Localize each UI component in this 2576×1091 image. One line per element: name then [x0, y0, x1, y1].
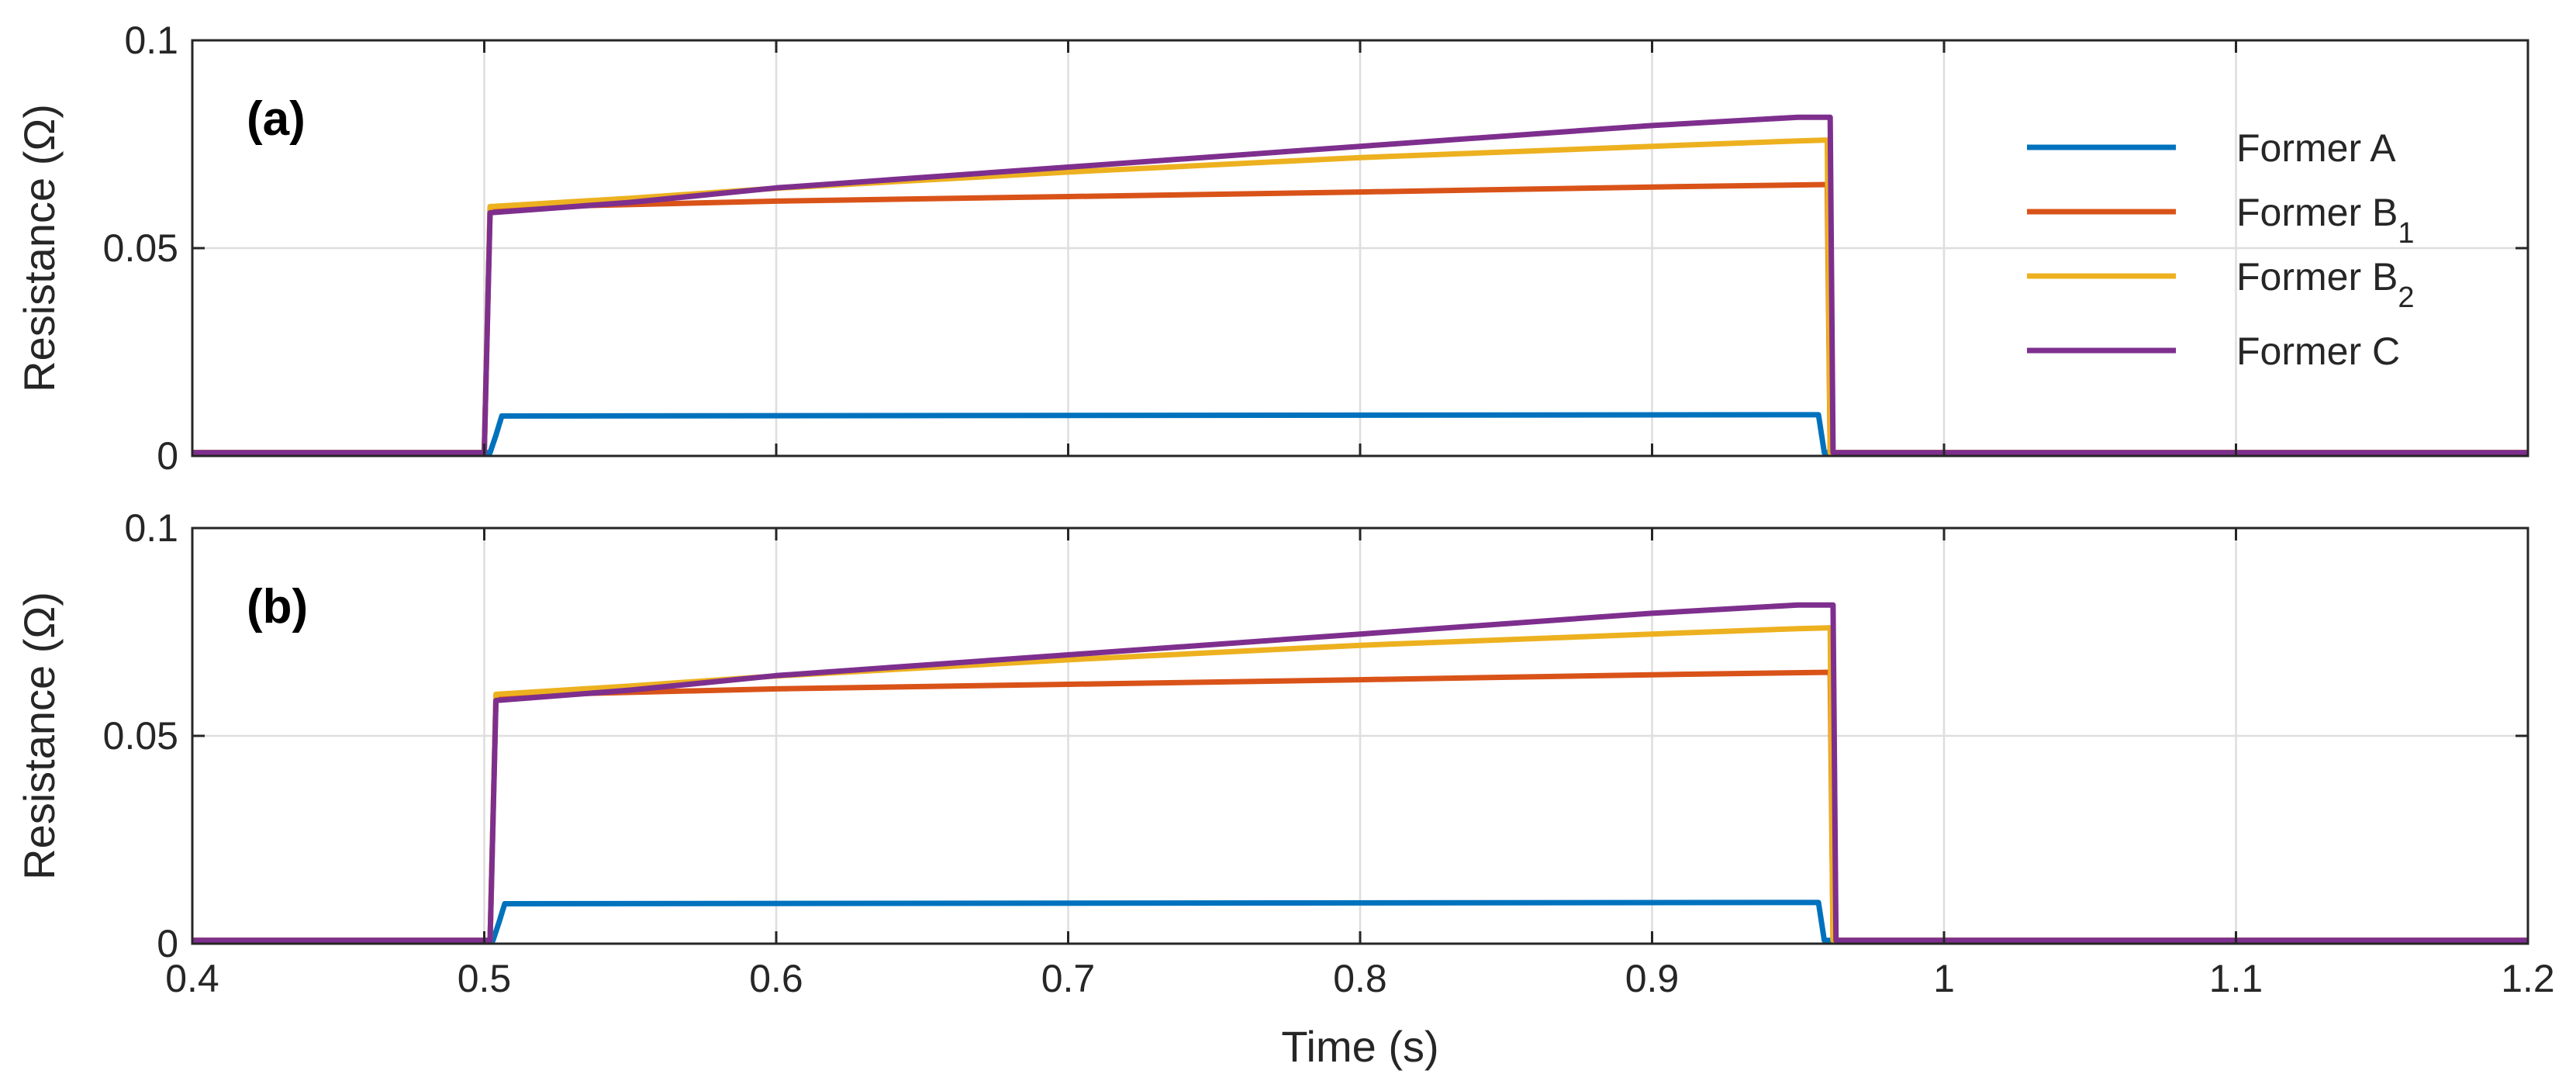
y-tick-label: 0.1: [124, 506, 178, 550]
x-tick-label: 0.7: [1041, 957, 1096, 1000]
legend-label: Former C: [2236, 330, 2400, 373]
legend-label: Former B2: [2236, 255, 2415, 314]
x-tick-label: 1.1: [2209, 957, 2263, 1000]
legend-label-subscript: 2: [2398, 281, 2414, 314]
y-axis-title: Resistance (Ω): [15, 592, 64, 880]
x-axis-title: Time (s): [1281, 1022, 1438, 1071]
legend-label-subscript: 1: [2398, 217, 2414, 250]
y-tick-label: 0.05: [103, 714, 178, 758]
x-tick-label: 1: [1933, 957, 1955, 1000]
x-tick-label: 0.9: [1625, 957, 1680, 1000]
y-axis-title: Resistance (Ω): [15, 104, 64, 392]
legend-label-text: Former C: [2236, 330, 2400, 373]
legend-label: Former A: [2236, 126, 2396, 170]
x-tick-label: 0.8: [1333, 957, 1387, 1000]
series-line-former-a: [192, 899, 2528, 944]
legend-label-text: Former A: [2236, 126, 2396, 170]
panel-label: (b): [247, 580, 308, 634]
x-tick-label: 1.2: [2501, 957, 2555, 1000]
x-tick-label: 0.5: [458, 957, 512, 1000]
chart-panel-b: 0.4 0.5 0.6 0.7 0.8 0.9 1 1.1 1.2 0 0.05 0.1 Resista…: [15, 506, 2555, 1071]
panel-label: (a): [247, 92, 306, 146]
series-line-former-c: [192, 114, 2528, 456]
legend-label-text: Former B: [2236, 191, 2398, 234]
y-tick-label: 0.05: [103, 226, 178, 270]
legend-label-text: Former B: [2236, 255, 2398, 299]
series-line-former-c: [192, 602, 2528, 944]
y-tick-label: 0: [157, 434, 178, 478]
legend-label: Former B1: [2236, 191, 2415, 250]
x-tick-label: 0.6: [749, 957, 803, 1000]
chart-panel-a: 0 0.05 0.1 Resistance (Ω) (a) Former A Former …: [15, 19, 2529, 478]
series-line-former-a: [192, 412, 2528, 456]
y-tick-label: 0.1: [124, 19, 178, 62]
y-tick-label: 0: [157, 922, 178, 965]
x-tick-label: 0.4: [165, 957, 219, 1000]
